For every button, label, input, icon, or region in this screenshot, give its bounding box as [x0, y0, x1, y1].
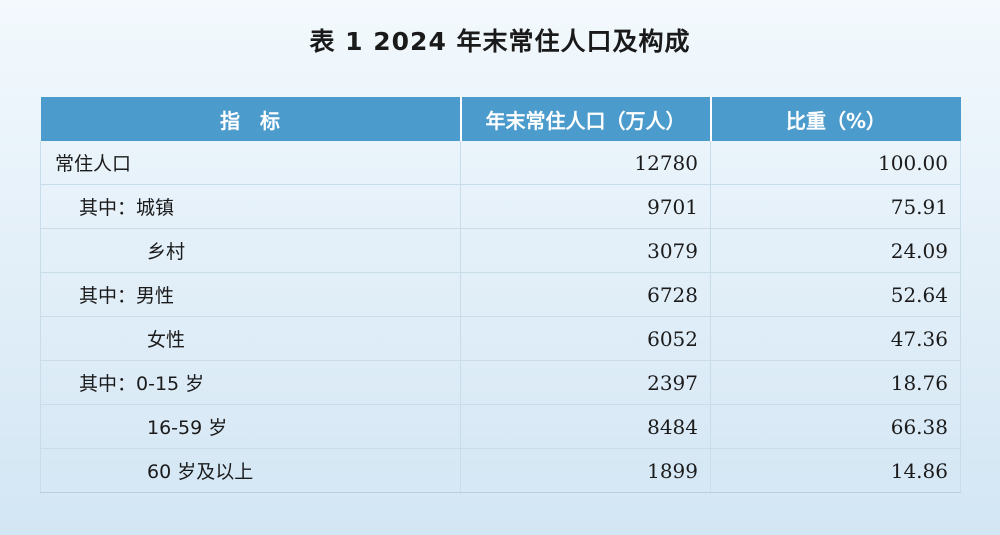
row-label: 其中：男性	[40, 272, 461, 317]
row-population: 9701	[460, 184, 711, 229]
row-share: 14.86	[710, 448, 961, 493]
row-share: 47.36	[710, 316, 961, 361]
table-title: 表 1 2024 年末常住人口及构成	[309, 27, 691, 56]
row-share: 52.64	[710, 272, 961, 317]
row-share: 18.76	[710, 360, 961, 405]
row-population: 6052	[460, 316, 711, 361]
table-header: 指 标 年末常住人口（万人） 比重（%）	[40, 97, 961, 141]
table-row: 60 岁及以上 1899 14.86	[40, 448, 961, 493]
table-row: 其中：城镇 9701 75.91	[40, 184, 961, 229]
row-population: 3079	[460, 228, 711, 273]
row-label: 16-59 岁	[40, 404, 461, 449]
table-row: 其中：男性 6728 52.64	[40, 272, 961, 317]
table-row: 常住人口 12780 100.00	[40, 141, 961, 185]
table-row: 16-59 岁 8484 66.38	[40, 404, 961, 449]
header-indicator: 指 标	[40, 97, 462, 141]
table-row: 女性 6052 47.36	[40, 316, 961, 361]
row-share: 66.38	[710, 404, 961, 449]
population-table-container: 指 标 年末常住人口（万人） 比重（%） 常住人口 12780 100.00 其…	[40, 97, 961, 493]
row-population: 12780	[460, 141, 711, 185]
row-population: 8484	[460, 404, 711, 449]
header-row: 指 标 年末常住人口（万人） 比重（%）	[40, 97, 961, 141]
header-share: 比重（%）	[710, 97, 961, 141]
row-label: 其中：城镇	[40, 184, 461, 229]
row-label: 女性	[40, 316, 461, 361]
row-share: 24.09	[710, 228, 961, 273]
population-table: 指 标 年末常住人口（万人） 比重（%） 常住人口 12780 100.00 其…	[40, 97, 961, 493]
table-body: 常住人口 12780 100.00 其中：城镇 9701 75.91 乡村 30…	[40, 141, 961, 493]
row-population: 1899	[460, 448, 711, 493]
table-row: 乡村 3079 24.09	[40, 228, 961, 273]
row-share: 75.91	[710, 184, 961, 229]
row-population: 2397	[460, 360, 711, 405]
table-row: 其中：0-15 岁 2397 18.76	[40, 360, 961, 405]
row-label: 常住人口	[40, 141, 461, 185]
row-label: 其中：0-15 岁	[40, 360, 461, 405]
row-label: 60 岁及以上	[40, 448, 461, 493]
row-share: 100.00	[710, 141, 961, 185]
header-population: 年末常住人口（万人）	[460, 97, 712, 141]
row-label: 乡村	[40, 228, 461, 273]
row-population: 6728	[460, 272, 711, 317]
